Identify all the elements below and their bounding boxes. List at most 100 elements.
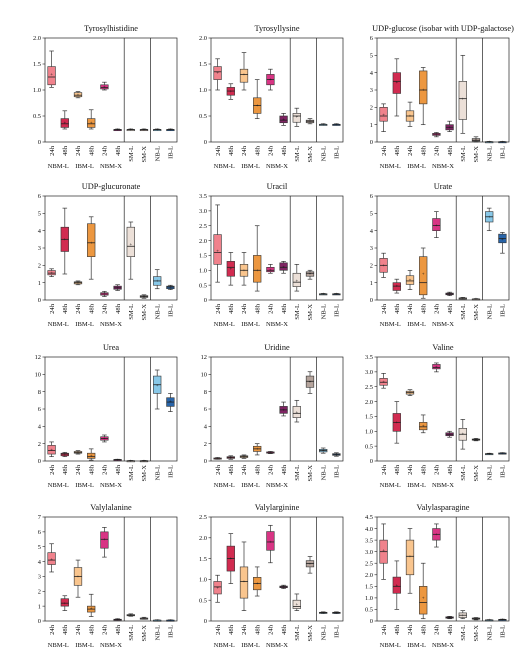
box-ib-l-10: + bbox=[332, 123, 341, 128]
box-body bbox=[379, 378, 388, 386]
mean-marker: + bbox=[103, 538, 106, 543]
mean-marker: + bbox=[382, 264, 385, 269]
mean-marker: + bbox=[50, 73, 53, 78]
x-tick-label: SM-L bbox=[460, 146, 467, 162]
mean-marker: + bbox=[422, 596, 425, 601]
mean-marker: + bbox=[103, 85, 106, 90]
y-tick-label: 3.5 bbox=[365, 537, 373, 544]
mean-marker: + bbox=[335, 611, 338, 616]
mean-marker: + bbox=[103, 437, 106, 442]
y-tick-label: 2.5 bbox=[365, 560, 373, 567]
box-body bbox=[305, 375, 315, 388]
box-sm-l-7: + bbox=[458, 419, 467, 450]
box-body bbox=[253, 255, 262, 283]
box-48h-2: + bbox=[392, 58, 401, 117]
panel-title: Urea bbox=[103, 343, 119, 352]
box-ib-l-10: + bbox=[498, 140, 507, 145]
mean-marker: + bbox=[309, 563, 312, 568]
mean-marker: + bbox=[269, 451, 272, 456]
mean-marker: + bbox=[116, 286, 119, 291]
mean-marker: + bbox=[422, 425, 425, 430]
box-48h-2: + bbox=[226, 533, 235, 584]
y-tick-label: 2.0 bbox=[365, 399, 373, 406]
x-tick-label: SM-X bbox=[473, 625, 480, 642]
box-body bbox=[419, 256, 428, 296]
y-tick-label: 4 bbox=[370, 70, 374, 77]
box-sm-l-7: + bbox=[458, 297, 467, 302]
box-body bbox=[213, 66, 222, 80]
x-tick-label: IB-L bbox=[334, 146, 341, 159]
box-body bbox=[87, 223, 96, 257]
mean-marker: + bbox=[475, 298, 478, 303]
x-tick-label: 48h bbox=[420, 624, 427, 635]
y-tick-label: 0 bbox=[38, 139, 41, 146]
x-tick-label: 24h bbox=[215, 303, 222, 314]
mean-marker: + bbox=[395, 81, 398, 86]
y-tick-label: 6 bbox=[204, 406, 207, 413]
mean-marker: + bbox=[90, 454, 93, 459]
mean-marker: + bbox=[129, 243, 132, 248]
mean-marker: + bbox=[269, 541, 272, 546]
box-24h-3: + bbox=[73, 280, 83, 286]
box-48h-6: + bbox=[445, 120, 454, 132]
x-tick-label: NB-L bbox=[486, 146, 493, 161]
y-tick-label: 6 bbox=[38, 193, 41, 200]
mean-marker: + bbox=[116, 128, 119, 133]
mean-marker: + bbox=[50, 558, 53, 563]
x-tick-label: NB-L bbox=[154, 465, 161, 480]
mean-marker: + bbox=[269, 268, 272, 273]
x-tick-label: IB-L bbox=[168, 465, 175, 478]
y-tick-label: 0.5 bbox=[199, 597, 207, 604]
mean-marker: + bbox=[448, 433, 451, 438]
y-tick-label: 7 bbox=[38, 514, 42, 521]
mean-marker: + bbox=[501, 140, 504, 145]
x-tick-label: 48h bbox=[62, 624, 69, 635]
x-tick-label: SM-X bbox=[307, 625, 314, 642]
box-body bbox=[419, 70, 428, 105]
x-tick-label: 24h bbox=[241, 624, 248, 635]
x-tick-label: 24h bbox=[49, 303, 56, 314]
mean-marker: + bbox=[156, 619, 159, 624]
group-label: IBM-L bbox=[407, 482, 426, 489]
x-tick-label: 48h bbox=[394, 624, 401, 635]
box-sm-l-7: + bbox=[126, 221, 135, 280]
box-48h-6: + bbox=[279, 584, 288, 590]
x-tick-label: 48h bbox=[228, 303, 235, 314]
y-tick-label: 1.0 bbox=[199, 87, 207, 94]
box-48h-4: + bbox=[87, 216, 96, 280]
panel-title: Valylasparagine bbox=[417, 503, 470, 512]
x-tick-label: 48h bbox=[115, 303, 122, 314]
box-sm-x-8: + bbox=[471, 438, 481, 443]
x-tick-label: SM-X bbox=[473, 465, 480, 482]
y-tick-label: 1 bbox=[370, 280, 373, 287]
mean-marker: + bbox=[422, 89, 425, 94]
y-tick-label: 2.5 bbox=[365, 384, 373, 391]
box-sm-l-7: + bbox=[458, 54, 467, 134]
x-tick-label: NB-L bbox=[320, 304, 327, 319]
y-tick-label: 0 bbox=[204, 458, 207, 465]
panel-title: UDP-glucose (isobar with UDP-galactose) bbox=[372, 24, 514, 33]
box-nb-l-9: + bbox=[485, 452, 494, 457]
x-tick-label: 24h bbox=[407, 303, 414, 314]
box-ib-l-10: + bbox=[166, 284, 175, 291]
x-tick-label: 48h bbox=[115, 464, 122, 475]
box-sm-l-7: + bbox=[292, 263, 301, 292]
y-tick-label: 0.5 bbox=[199, 113, 207, 120]
y-tick-label: 3.5 bbox=[365, 354, 373, 361]
y-tick-label: 1.0 bbox=[199, 267, 207, 274]
plot-frame bbox=[376, 516, 510, 622]
mean-marker: + bbox=[488, 619, 491, 624]
group-label: NBM-X bbox=[266, 482, 288, 489]
group-label: NBM-X bbox=[266, 642, 288, 649]
mean-marker: + bbox=[409, 115, 412, 120]
y-tick-label: 12 bbox=[201, 354, 207, 361]
x-tick-label: 48h bbox=[88, 464, 95, 475]
box-24h-3: + bbox=[405, 270, 415, 290]
box-48h-4: + bbox=[419, 414, 428, 434]
mean-marker: + bbox=[395, 421, 398, 426]
x-tick-label: 24h bbox=[75, 624, 82, 635]
x-tick-label: IB-L bbox=[500, 146, 507, 159]
box-body bbox=[392, 72, 401, 94]
mean-marker: + bbox=[63, 121, 66, 126]
mean-marker: + bbox=[269, 78, 272, 83]
